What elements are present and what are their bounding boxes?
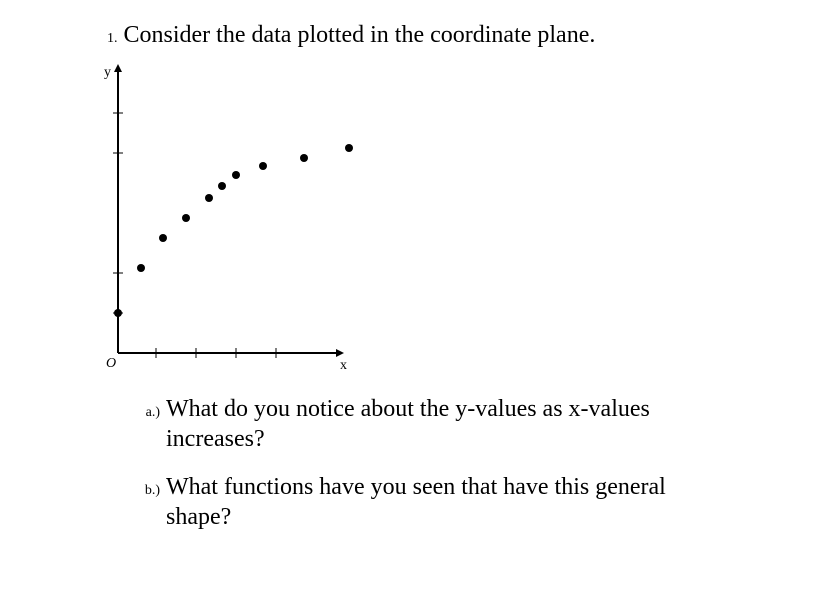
svg-text:x: x	[340, 358, 347, 373]
subquestion-label: a.)	[130, 405, 160, 421]
svg-text:y: y	[104, 65, 111, 80]
chart-svg: Ox y	[96, 58, 356, 378]
page: 1. Consider the data plotted in the coor…	[0, 0, 828, 609]
question-prompt: Consider the data plotted in the coordin…	[124, 22, 596, 49]
subquestion-text: What functions have you seen that have t…	[166, 472, 720, 532]
subquestion-b: b.) What functions have you seen that ha…	[130, 472, 720, 532]
question-number: 1.	[107, 31, 118, 47]
subquestion-text: What do you notice about the y-values as…	[166, 394, 720, 454]
subquestion-list: a.) What do you notice about the y-value…	[130, 394, 720, 550]
scatter-chart: Ox y	[96, 58, 356, 383]
subquestion-label: b.)	[130, 483, 160, 499]
subquestion-a: a.) What do you notice about the y-value…	[130, 394, 720, 454]
svg-text:O: O	[106, 356, 116, 371]
question-line: 1. Consider the data plotted in the coor…	[107, 22, 595, 49]
